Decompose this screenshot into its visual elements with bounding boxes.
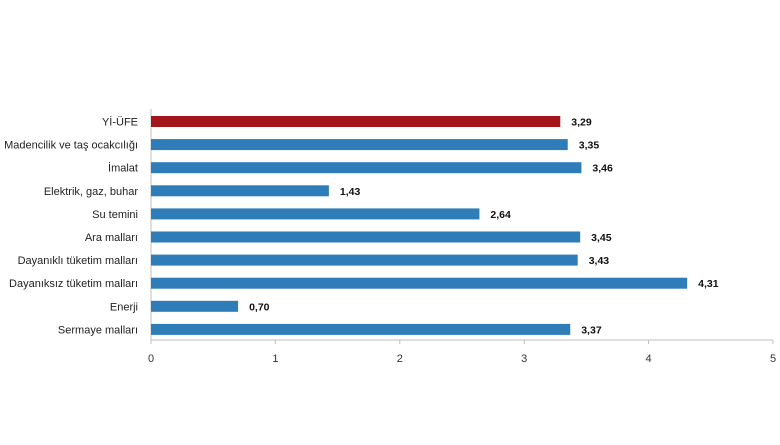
x-tick-label: 4 bbox=[646, 353, 652, 365]
category-label: Dayanıksız tüketim malları bbox=[9, 278, 138, 290]
bar bbox=[151, 300, 239, 312]
category-label: Elektrik, gaz, buhar bbox=[44, 186, 138, 198]
category-label: Su temini bbox=[92, 209, 138, 221]
bar bbox=[151, 277, 688, 289]
category-label: Sermaye malları bbox=[58, 324, 138, 336]
category-label: Dayanıklı tüketim malları bbox=[18, 255, 138, 267]
x-tick-label: 2 bbox=[397, 353, 403, 365]
value-label: 3,46 bbox=[592, 163, 613, 175]
category-label: Ara malları bbox=[85, 232, 138, 244]
value-label: 1,43 bbox=[340, 186, 361, 198]
value-label: 3,37 bbox=[581, 324, 602, 336]
category-label: Yİ-ÜFE bbox=[102, 116, 138, 129]
category-label: İmalat bbox=[108, 162, 138, 175]
bar bbox=[151, 139, 568, 151]
x-tick-label: 1 bbox=[272, 353, 278, 365]
x-tick-label: 5 bbox=[770, 353, 776, 365]
bar bbox=[151, 185, 329, 197]
value-label: 3,35 bbox=[579, 140, 600, 152]
bar bbox=[151, 162, 582, 174]
x-tick-label: 0 bbox=[148, 353, 154, 365]
bar bbox=[151, 208, 480, 220]
labels: 0 1 2 3 4 5 Yİ-ÜFE 3,29 Madencilik ve taş ocakcı… bbox=[4, 116, 776, 366]
bar bbox=[151, 116, 561, 127]
bars bbox=[151, 116, 688, 335]
value-label: 3,43 bbox=[589, 255, 610, 267]
bar bbox=[151, 323, 571, 335]
value-label: 4,31 bbox=[698, 278, 719, 290]
value-label: 0,70 bbox=[249, 301, 270, 313]
bar bbox=[151, 231, 581, 243]
x-tick-label: 3 bbox=[521, 353, 527, 365]
category-label: Madencilik ve taş ocakcılığı bbox=[4, 140, 138, 152]
value-label: 3,45 bbox=[591, 232, 612, 244]
category-label: Enerji bbox=[110, 301, 138, 313]
value-label: 3,29 bbox=[571, 117, 592, 129]
bar bbox=[151, 254, 578, 266]
value-label: 2,64 bbox=[490, 209, 511, 221]
